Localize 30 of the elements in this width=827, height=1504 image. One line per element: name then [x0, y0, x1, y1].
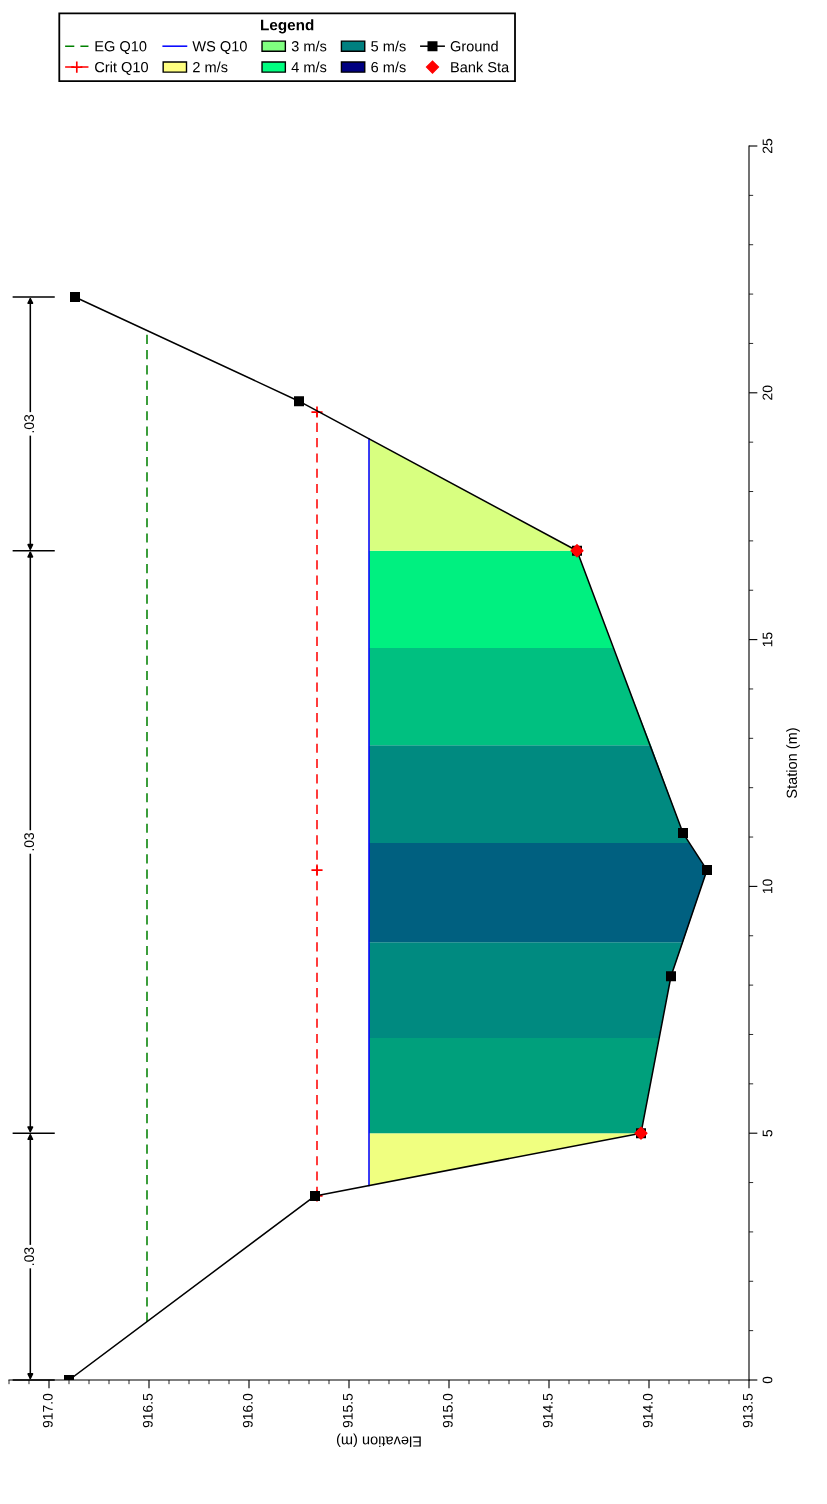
legend-label: 3 m/s [291, 40, 327, 52]
legend-label: 5 m/s [371, 40, 406, 52]
legend-label: 6 m/s [371, 61, 406, 73]
x-tick-label: 915.0 [442, 1393, 453, 1428]
legend-title: Legend [261, 19, 314, 34]
legend-label: Crit Q10 [95, 61, 149, 75]
legend-label: WS Q10 [192, 41, 247, 55]
y-tick-label: 10 [762, 879, 773, 894]
legend-label: Bank Sta [451, 61, 510, 73]
y-tick-label: 15 [762, 632, 773, 647]
y-tick-label: 5 [762, 1129, 773, 1137]
y-axis-title: Station (m) [786, 728, 800, 798]
x-tick-label: 916.0 [242, 1393, 253, 1428]
x-tick-label: 915.5 [342, 1393, 353, 1428]
legend-label: EG Q10 [95, 41, 147, 55]
annotation: .03 [24, 1247, 35, 1265]
x-tick-label: 914.5 [542, 1393, 553, 1428]
x-axis-title: Elevation (m) [336, 1433, 421, 1448]
x-tick-label: 913.5 [742, 1393, 753, 1428]
legend-label: 4 m/s [291, 61, 327, 73]
annotation: .03 [24, 414, 35, 433]
annotation: .03 [24, 832, 35, 851]
legend-label: 2 m/s [193, 61, 228, 73]
y-tick-label: 20 [762, 385, 773, 400]
x-tick-label: 914.0 [642, 1393, 653, 1428]
x-tick-label: 916.5 [142, 1393, 153, 1428]
y-tick-label: 0 [762, 1376, 773, 1384]
legend-label: Ground [450, 40, 498, 52]
x-tick-label: 917.0 [42, 1393, 53, 1428]
y-tick-label: 25 [762, 138, 773, 154]
